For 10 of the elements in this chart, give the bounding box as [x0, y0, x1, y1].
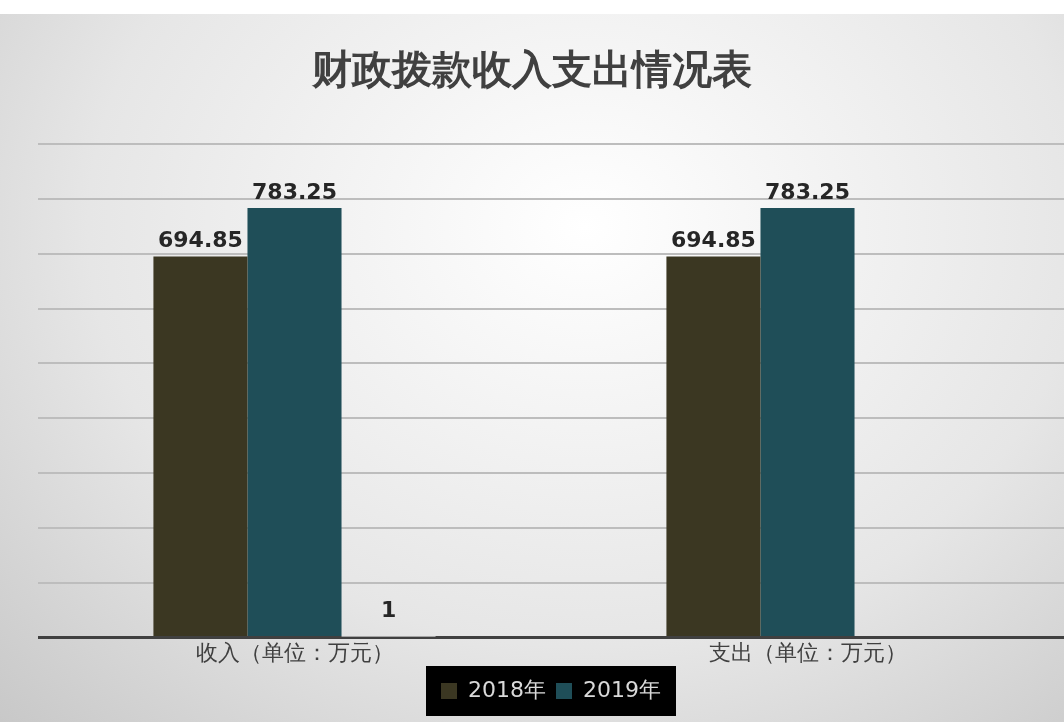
data-label: 1: [380, 596, 397, 622]
legend-label: 2018年: [468, 676, 547, 702]
x-tick-label: 支出（单位：万元）: [708, 639, 907, 665]
data-label: 783.25: [252, 178, 337, 204]
x-tick-label: 收入（单位：万元）: [195, 639, 394, 665]
data-label: 694.85: [158, 227, 243, 253]
legend-label: 2019年: [583, 676, 661, 702]
chart-title: 财政拨款收入支出情况表: [311, 45, 753, 94]
data-label: 694.85: [671, 227, 756, 253]
data-label: 783.25: [765, 178, 850, 204]
